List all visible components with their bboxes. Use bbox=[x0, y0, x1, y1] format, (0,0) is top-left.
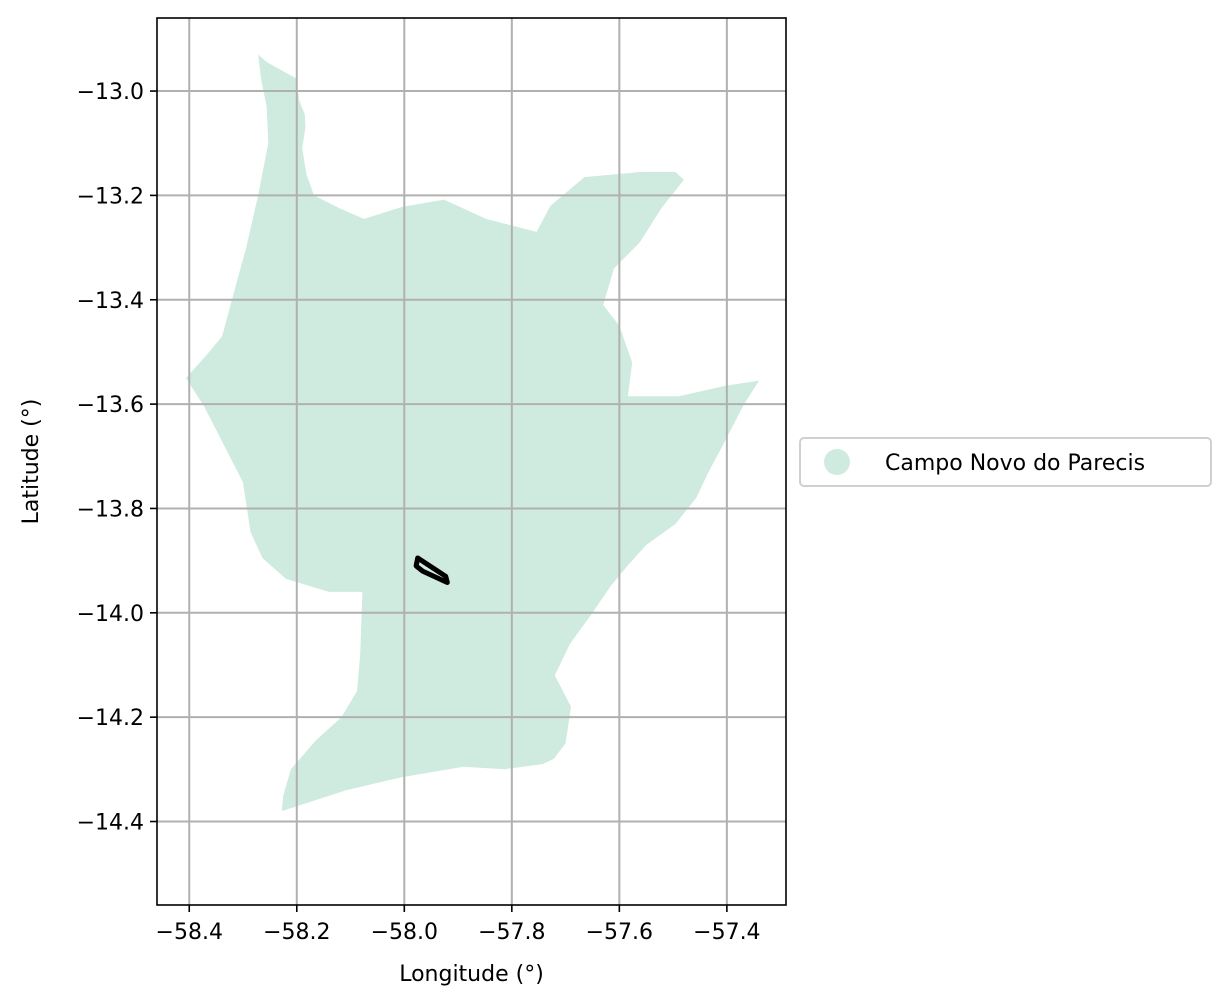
x-tick-label: −57.4 bbox=[693, 920, 760, 945]
region-polygon bbox=[186, 54, 760, 812]
feature-layer bbox=[413, 555, 450, 585]
y-axis-title: Latitude (°) bbox=[19, 399, 44, 525]
x-axis: −58.4 −58.2 −58.0 −57.8 −57.6 −57.4 bbox=[156, 905, 761, 945]
y-tick-label: −14.0 bbox=[77, 602, 144, 627]
grid-lines bbox=[157, 18, 786, 905]
y-tick-label: −14.2 bbox=[77, 706, 144, 731]
x-axis-title: Longitude (°) bbox=[399, 962, 544, 987]
y-tick-label: −14.4 bbox=[77, 811, 144, 836]
legend-marker bbox=[824, 449, 850, 475]
x-tick-label: −57.8 bbox=[478, 920, 545, 945]
map-plot-area bbox=[156, 17, 787, 906]
region-layer bbox=[186, 54, 760, 812]
x-tick-label: −58.2 bbox=[263, 920, 330, 945]
y-tick-label: −13.6 bbox=[77, 393, 144, 418]
y-tick-label: −13.0 bbox=[77, 80, 144, 105]
y-axis: −13.0 −13.2 −13.4 −13.6 −13.8 −14.0 −14.2 −14.4 bbox=[77, 80, 157, 836]
legend-box bbox=[799, 437, 1212, 487]
y-tick-label: −13.8 bbox=[77, 497, 144, 522]
y-tick-label: −13.4 bbox=[77, 289, 144, 314]
plot-frame bbox=[156, 17, 787, 906]
y-tick-label: −13.2 bbox=[77, 184, 144, 209]
feature-outline bbox=[413, 555, 450, 585]
x-tick-label: −57.6 bbox=[586, 920, 653, 945]
legend: Campo Novo do Parecis bbox=[799, 437, 1212, 487]
x-tick-label: −58.0 bbox=[371, 920, 438, 945]
legend-label: Campo Novo do Parecis bbox=[885, 451, 1145, 476]
x-tick-label: −58.4 bbox=[156, 920, 223, 945]
